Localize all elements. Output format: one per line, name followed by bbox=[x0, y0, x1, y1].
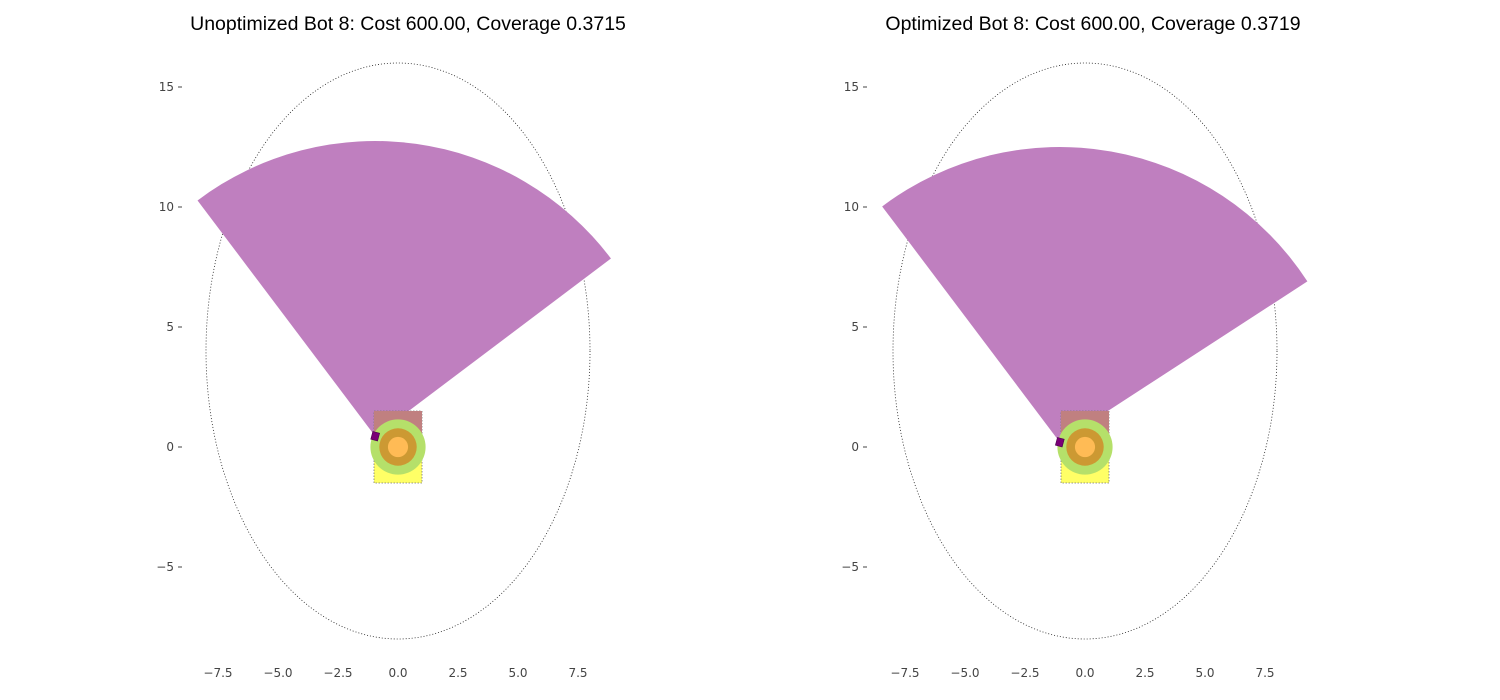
x-tick-label: 0.0 bbox=[388, 666, 407, 680]
plot-title-optimized: Optimized Bot 8: Cost 600.00, Coverage 0… bbox=[885, 13, 1300, 35]
x-tick-label: 7.5 bbox=[1255, 666, 1274, 680]
y-tick-label: 0 bbox=[166, 440, 174, 454]
optimized-panel: Optimized Bot 8: Cost 600.00, Coverage 0… bbox=[841, 13, 1308, 680]
y-tick-label: −5 bbox=[156, 560, 174, 574]
sensor-fov-wedge bbox=[882, 146, 1308, 443]
x-tick-label: −7.5 bbox=[890, 666, 919, 680]
y-tick-label: 0 bbox=[851, 440, 859, 454]
x-tick-label: −5.0 bbox=[263, 666, 292, 680]
y-tick-label: −5 bbox=[841, 560, 859, 574]
y-tick-label: 15 bbox=[844, 80, 859, 94]
x-tick-label: 0.0 bbox=[1075, 666, 1094, 680]
x-tick-label: −2.5 bbox=[1010, 666, 1039, 680]
x-tick-label: 2.5 bbox=[1135, 666, 1154, 680]
unoptimized-panel: Unoptimized Bot 8: Cost 600.00, Coverage… bbox=[156, 13, 626, 680]
x-tick-label: 7.5 bbox=[568, 666, 587, 680]
x-tick-label: 5.0 bbox=[508, 666, 527, 680]
y-tick-label: 15 bbox=[159, 80, 174, 94]
y-tick-label: 10 bbox=[159, 200, 174, 214]
sensor-marker bbox=[370, 431, 380, 442]
y-tick-label: 5 bbox=[166, 320, 174, 334]
plot-title-unoptimized: Unoptimized Bot 8: Cost 600.00, Coverage… bbox=[190, 13, 626, 35]
x-tick-label: −5.0 bbox=[950, 666, 979, 680]
x-tick-label: −7.5 bbox=[203, 666, 232, 680]
inner-coverage-circle bbox=[387, 436, 409, 458]
x-tick-label: −2.5 bbox=[323, 666, 352, 680]
sensor-marker bbox=[1055, 437, 1065, 448]
coverage-boundary-ellipse bbox=[205, 62, 591, 640]
sensor-fov-wedge bbox=[197, 141, 611, 437]
x-tick-label: 5.0 bbox=[1195, 666, 1214, 680]
x-tick-label: 2.5 bbox=[448, 666, 467, 680]
inner-coverage-circle bbox=[1074, 436, 1096, 458]
y-tick-label: 5 bbox=[851, 320, 859, 334]
y-tick-label: 10 bbox=[844, 200, 859, 214]
coverage-boundary-ellipse bbox=[892, 62, 1278, 640]
